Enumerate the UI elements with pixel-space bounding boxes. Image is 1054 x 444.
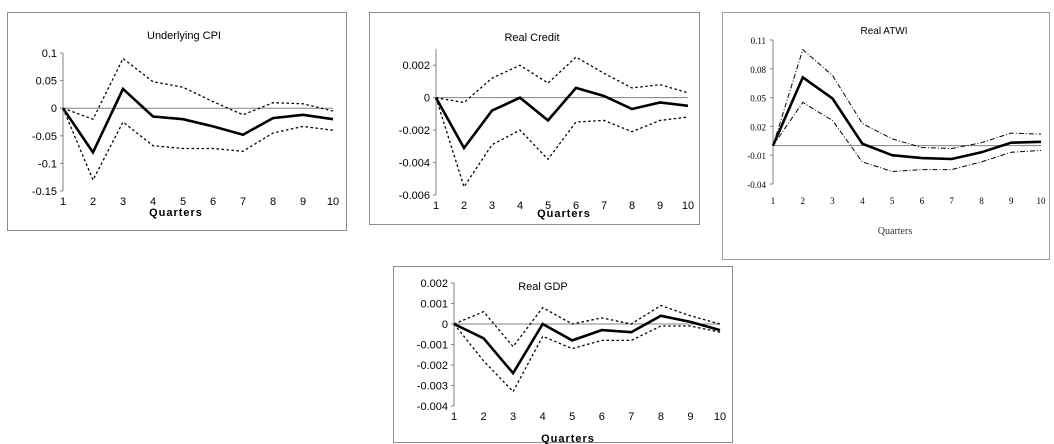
- x-axis-label: Quarters: [541, 433, 595, 444]
- x-tick-label: 3: [830, 196, 835, 206]
- y-tick-label: -0.04: [747, 180, 766, 190]
- x-tick-label: 5: [545, 200, 551, 212]
- x-tick-label: 3: [120, 196, 126, 208]
- x-tick-label: 8: [658, 411, 664, 423]
- x-tick-label: 2: [801, 196, 806, 206]
- series-line-bound: [772, 48, 1042, 150]
- chart-svg-cpi: Underlying CPI 0.1 0.05 0 -0.05 -0.1 -0.15 1 2…: [32, 30, 339, 219]
- x-tick-label: 7: [240, 196, 246, 208]
- y-tick-label: -0.004: [399, 158, 430, 170]
- x-tick-label: 6: [210, 196, 216, 208]
- series-line-response: [771, 75, 1042, 161]
- x-tick-label: 2: [461, 200, 467, 212]
- y-tick-label: -0.004: [417, 401, 448, 413]
- x-tick-label: 6: [573, 200, 579, 212]
- y-tick-label: 0.1: [42, 48, 57, 60]
- series-line-bound: [453, 323, 721, 393]
- chart-title: Real ATWI: [860, 26, 907, 37]
- chart-title: Real Credit: [504, 32, 559, 44]
- x-tick-label: 5: [569, 411, 575, 423]
- series-line-response: [434, 86, 689, 151]
- x-tick-label: 9: [657, 200, 663, 212]
- y-tick-label: 0.05: [750, 94, 766, 104]
- chart-title: Real GDP: [518, 281, 568, 293]
- x-axis-label: Quarters: [537, 208, 591, 220]
- x-tick-label: 5: [890, 196, 895, 206]
- x-tick-label: 8: [979, 196, 984, 206]
- series-line-response: [453, 314, 721, 376]
- y-tick-label: 0: [51, 103, 57, 115]
- y-tick-label: 0.002: [420, 278, 448, 290]
- y-tick-label: 0.02: [750, 122, 766, 132]
- x-tick-label: 1: [771, 196, 776, 206]
- x-tick-label: 2: [480, 411, 486, 423]
- x-tick-label: 1: [451, 411, 457, 423]
- x-tick-label: 1: [433, 200, 439, 212]
- chart-panel-credit: Real Credit 0.002 0 -0.002 -0.004 -0.006 1 2 3…: [369, 12, 700, 225]
- y-tick-label: -0.05: [32, 131, 57, 143]
- x-tick-label: 7: [601, 200, 607, 212]
- x-tick-label: 7: [628, 411, 634, 423]
- x-tick-label: 6: [599, 411, 605, 423]
- y-tick-label: 0.05: [36, 76, 57, 88]
- chart-panel-cpi: Underlying CPI 0.1 0.05 0 -0.05 -0.1 -0.15 1 2…: [7, 12, 347, 231]
- series-line-bound: [772, 101, 1042, 173]
- x-tick-label: 9: [1009, 196, 1014, 206]
- x-tick-label: 10: [682, 200, 694, 212]
- y-tick-label: -0.15: [32, 186, 57, 198]
- y-tick-label: 0.08: [750, 65, 766, 75]
- x-tick-label: 4: [860, 196, 865, 206]
- series-line-bound: [435, 97, 689, 189]
- y-tick-label: -0.002: [399, 125, 430, 137]
- x-tick-label: 4: [150, 196, 156, 208]
- x-tick-label: 4: [540, 411, 546, 423]
- x-tick-label: 10: [327, 196, 339, 208]
- chart-title: Underlying CPI: [147, 30, 221, 42]
- x-tick-label: 10: [1037, 196, 1047, 206]
- y-tick-label: -0.1: [38, 158, 57, 170]
- x-tick-label: 10: [714, 411, 726, 423]
- x-tick-label: 4: [517, 200, 523, 212]
- x-tick-label: 8: [629, 200, 635, 212]
- series-line-bound: [453, 304, 721, 348]
- y-tick-label: -0.006: [399, 190, 430, 202]
- y-tick-label: -0.002: [417, 360, 448, 372]
- x-tick-label: 7: [949, 196, 954, 206]
- y-tick-label: -0.001: [417, 340, 448, 352]
- x-tick-label: 3: [489, 200, 495, 212]
- chart-svg-credit: Real Credit 0.002 0 -0.002 -0.004 -0.006 1 2 3…: [399, 32, 694, 220]
- y-tick-label: 0.001: [420, 299, 448, 311]
- x-tick-label: 1: [60, 196, 66, 208]
- x-tick-label: 2: [90, 196, 96, 208]
- x-tick-label: 6: [920, 196, 925, 206]
- x-axis-label: Quarters: [149, 207, 203, 219]
- x-tick-label: 3: [510, 411, 516, 423]
- y-tick-label: -0.01: [747, 151, 766, 161]
- x-tick-label: 8: [270, 196, 276, 208]
- y-tick-label: -0.003: [417, 381, 448, 393]
- y-tick-label: 0: [424, 93, 430, 105]
- x-tick-label: 9: [300, 196, 306, 208]
- chart-svg-gdp: Real GDP 0.002 0.001 0 -0.001 -0.002 -0.003 -0…: [417, 278, 726, 444]
- series-line-bound: [62, 57, 334, 121]
- series-line-bound: [435, 56, 689, 104]
- chart-panel-gdp: Real GDP 0.002 0.001 0 -0.001 -0.002 -0.003 -0…: [393, 266, 733, 444]
- y-tick-label: 0.11: [751, 36, 766, 46]
- chart-svg-atwi: Real ATWI 0.11 0.08 0.05 0.02 -0.01 -0.04 1 2 3…: [747, 26, 1047, 237]
- series-line-response: [61, 86, 334, 156]
- x-axis-label: Quarters: [878, 226, 913, 237]
- y-tick-label: 0.002: [402, 60, 430, 72]
- y-tick-label: 0: [442, 319, 448, 331]
- series-line-bound: [62, 107, 334, 182]
- x-tick-label: 5: [180, 196, 186, 208]
- chart-panel-atwi: Real ATWI 0.11 0.08 0.05 0.02 -0.01 -0.04 1 2 3…: [722, 12, 1050, 260]
- x-tick-label: 9: [687, 411, 693, 423]
